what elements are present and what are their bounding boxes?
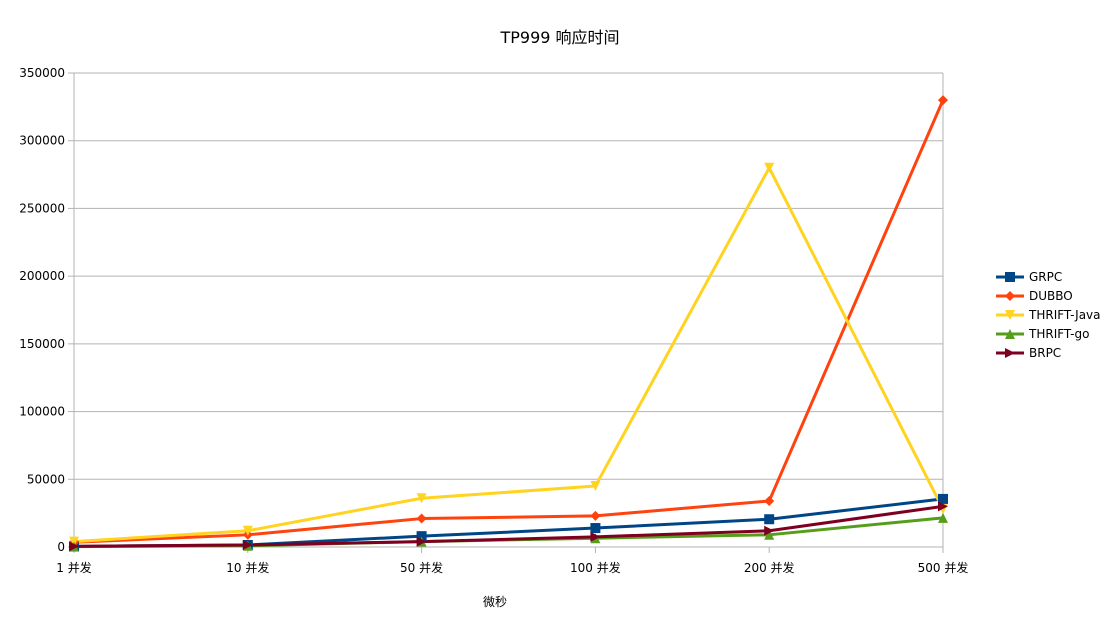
x-tick-label: 50 并发	[400, 560, 443, 575]
legend-marker-grpc	[1005, 272, 1015, 282]
x-axis-title: 微秒	[483, 595, 507, 609]
data-point-thrift-go	[938, 512, 948, 523]
x-tick-label: 1 并发	[56, 560, 91, 575]
x-axis-ticks: 1 并发 10 并发 50 并发 100 并发 200 并发 500 并发	[56, 547, 968, 575]
data-point-thrift-go	[764, 529, 775, 540]
data-point-grpc	[416, 531, 427, 542]
gridlines	[73, 72, 944, 548]
chart-title: TP999 响应时间	[499, 28, 619, 47]
data-point-dubbo	[590, 510, 601, 521]
x-tick-label: 200 并发	[744, 560, 795, 575]
data-point-thrift-java	[764, 162, 775, 173]
y-tick-label: 350000	[19, 66, 65, 80]
x-tick-label: 10 并发	[226, 560, 269, 575]
legend-label-brpc: BRPC	[1029, 346, 1061, 360]
y-tick-label: 0	[57, 540, 65, 554]
y-axis-ticks: 0 50000 100000 150000 200000 250000 300000 3500…	[19, 66, 74, 554]
data-point-grpc	[938, 493, 948, 504]
x-tick-label: 500 并发	[918, 560, 969, 575]
series-line-dubbo	[72, 98, 945, 544]
legend-marker-thrift-go	[1005, 329, 1015, 339]
legend: GRPC DUBBO THRIFT-Java THRIFT-go BRPC	[996, 270, 1101, 360]
legend-label-grpc: GRPC	[1029, 270, 1062, 284]
data-point-grpc	[764, 514, 775, 525]
data-point-brpc	[938, 501, 948, 512]
y-tick-label: 150000	[19, 337, 65, 351]
data-point-thrift-java	[69, 536, 79, 547]
data-point-dubbo	[416, 513, 427, 524]
legend-marker-dubbo	[1005, 291, 1015, 301]
legend-label-dubbo: DUBBO	[1029, 289, 1073, 303]
legend-label-thrift-java: THRIFT-Java	[1028, 308, 1101, 322]
series-line-thrift-java	[72, 166, 945, 544]
y-tick-label: 50000	[27, 472, 65, 486]
data-point-thrift-java	[590, 481, 601, 492]
y-tick-label: 100000	[19, 405, 65, 419]
series-line-brpc	[72, 504, 945, 548]
y-tick-label: 300000	[19, 134, 65, 148]
data-point-thrift-java	[242, 525, 253, 536]
data-point-dubbo	[764, 495, 775, 506]
series-lines	[72, 98, 945, 549]
data-point-brpc	[590, 531, 601, 542]
data-point-dubbo	[938, 95, 948, 106]
legend-marker-thrift-java	[1005, 310, 1015, 320]
data-point-brpc	[242, 539, 253, 550]
data-point-brpc	[69, 541, 79, 552]
data-point-grpc	[590, 523, 601, 534]
data-point-thrift-java	[416, 493, 427, 504]
data-point-brpc	[416, 536, 427, 547]
series-markers	[69, 95, 948, 552]
x-tick-label: 100 并发	[570, 560, 621, 575]
data-point-brpc	[764, 525, 775, 536]
legend-marker-brpc	[1005, 348, 1015, 358]
legend-label-thrift-go: THRIFT-go	[1028, 327, 1089, 341]
y-tick-label: 250000	[19, 201, 65, 215]
y-tick-label: 200000	[19, 269, 65, 283]
